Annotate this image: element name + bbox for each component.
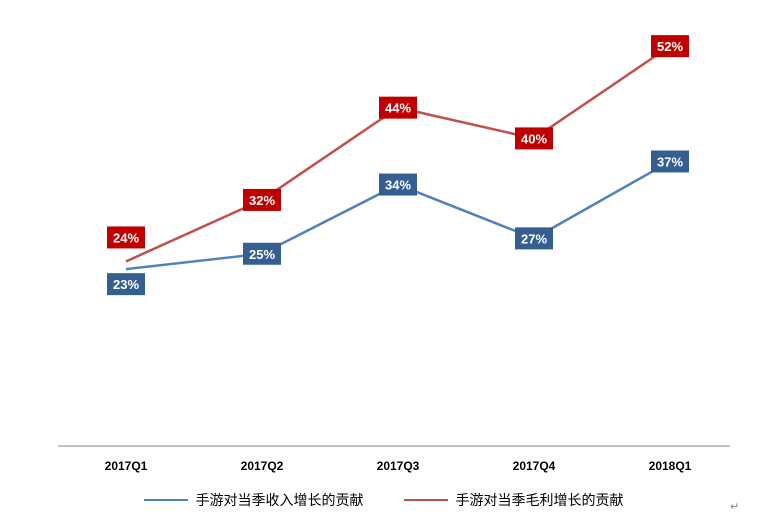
legend-item-revenue: 手游对当季收入增长的贡献 [143, 490, 364, 510]
series-revenue: 23% 25% 34% 27% 37% [107, 150, 689, 296]
data-label-gross-profit: 24% [107, 226, 145, 249]
legend-item-gross-profit: 手游对当季毛利增长的贡献 [403, 490, 624, 510]
series-layer: 23% 25% 34% 27% 37% 24% 32% 44% 40% 52% [107, 35, 689, 296]
data-label-text: 32% [249, 193, 275, 208]
data-label-text: 40% [521, 131, 547, 146]
series-line-gross-profit [125, 45, 671, 263]
x-tick-label: 2017Q1 [105, 459, 148, 473]
data-label-gross-profit: 44% [379, 96, 417, 119]
legend-line-gross-profit [403, 499, 448, 501]
data-label-text: 44% [385, 101, 411, 116]
data-label-box [651, 35, 689, 58]
data-label-box [243, 188, 281, 211]
data-label-gross-profit: 52% [651, 35, 689, 58]
legend-label-gross-profit: 手游对当季毛利增长的贡献 [455, 493, 624, 509]
x-tick-label: 2017Q2 [241, 459, 284, 473]
return-mark: ↵ [730, 500, 740, 513]
data-label-revenue: 37% [651, 150, 689, 173]
data-label-revenue: 27% [515, 227, 553, 250]
data-label-text: 24% [113, 230, 139, 245]
data-label-box [379, 173, 417, 196]
data-label-text: 34% [385, 178, 411, 193]
data-label-box [243, 242, 281, 265]
data-label-revenue: 34% [379, 173, 417, 196]
data-label-box [107, 273, 145, 296]
data-label-box [651, 150, 689, 173]
data-label-box [107, 226, 145, 249]
data-label-text: 37% [657, 154, 683, 169]
data-label-box [379, 96, 417, 119]
data-label-revenue: 23% [107, 273, 145, 296]
data-label-text: 27% [521, 231, 547, 246]
legend: 手游对当季收入增长的贡献 手游对当季毛利增长的贡献 [0, 488, 767, 512]
data-label-text: 23% [113, 277, 139, 292]
data-label-text: 52% [657, 39, 683, 54]
data-label-gross-profit: 40% [515, 127, 553, 150]
data-label-box [515, 127, 553, 150]
x-tick-label: 2018Q1 [649, 459, 692, 473]
data-label-revenue: 25% [243, 242, 281, 265]
x-tick-labels: 2017Q1 2017Q2 2017Q3 2017Q4 2018Q1 [105, 459, 692, 473]
data-label-gross-profit: 32% [243, 188, 281, 211]
series-gross-profit: 24% 32% 44% 40% 52% [107, 35, 689, 263]
x-tick-label: 2017Q4 [513, 459, 556, 473]
x-tick-label: 2017Q3 [377, 459, 420, 473]
data-label-text: 25% [249, 247, 275, 262]
legend-line-revenue [143, 499, 188, 501]
legend-label-revenue: 手游对当季收入增长的贡献 [195, 493, 364, 509]
data-label-box [515, 227, 553, 250]
